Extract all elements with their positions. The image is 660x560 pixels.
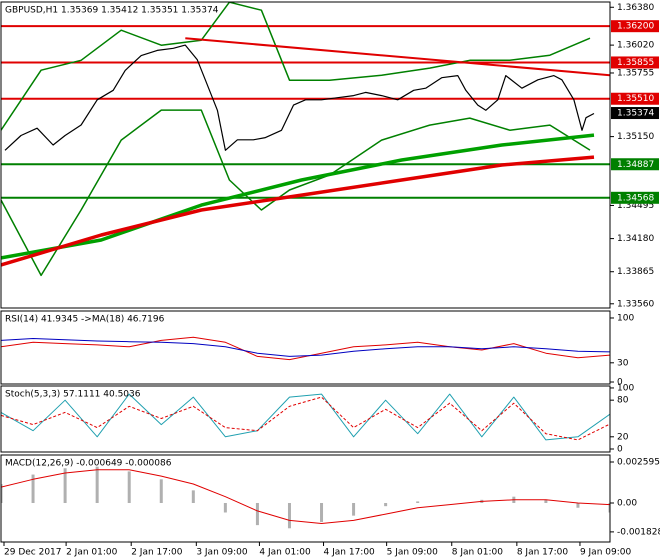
price-label: 1.35374: [617, 109, 654, 119]
plot-area: [1, 336, 610, 361]
x-tick-label: 2 Jan 17:00: [131, 548, 183, 558]
level-label-box: [611, 56, 659, 69]
series-line: [185, 37, 610, 77]
plot-area: [1, 393, 610, 441]
y-tick-label: 1.33865: [617, 267, 654, 277]
price-label-box: [611, 107, 659, 120]
histogram-bar: [191, 490, 195, 504]
plot-area: [1, 466, 610, 529]
y-tick-label: 80: [617, 396, 629, 406]
histogram-bar: [159, 479, 163, 504]
x-tick-label: 3 Jan 09:00: [196, 548, 248, 558]
panel-frame: [0, 310, 611, 385]
histogram-bar: [223, 503, 227, 513]
y-tick-label: 100: [617, 313, 634, 323]
x-tick-label: 4 Jan 17:00: [324, 548, 376, 558]
histogram-bar: [352, 503, 356, 516]
panel-frame: [0, 1, 611, 309]
panel-title: RSI(14) 41.9345 ->MA(18) 46.7196: [5, 315, 165, 325]
y-tick-label: 30: [617, 358, 629, 368]
level-label-box: [611, 20, 659, 33]
level-label: 1.34568: [617, 193, 654, 203]
series-line: [1, 338, 610, 357]
y-tick-label: 1.34495: [617, 201, 654, 211]
series-line: [1, 393, 610, 441]
x-tick-label: 8 Jan 17:00: [517, 548, 569, 558]
panel-title: GBPUSD,H1 1.35369 1.35412 1.35351 1.3537…: [5, 6, 219, 16]
histogram-bar: [63, 468, 67, 504]
y-tick-label: 1.33560: [617, 299, 654, 309]
histogram-bar: [95, 466, 99, 504]
histogram-bar: [608, 503, 610, 513]
x-tick-label: 4 Jan 01:00: [259, 548, 311, 558]
level-label: 1.34887: [617, 160, 654, 170]
histogram-bar: [255, 503, 259, 526]
histogram-bar: [576, 503, 580, 508]
histogram-bar: [1, 484, 3, 504]
y-tick-label: 100: [617, 383, 634, 393]
y-tick-label: 1.35755: [617, 68, 654, 78]
y-tick-label: 0.00: [617, 499, 637, 509]
x-tick-label: 2 Jan 01:00: [66, 548, 118, 558]
series-line: [1, 109, 591, 277]
y-tick-label: 0: [617, 378, 623, 388]
panel-title: MACD(12,26,9) -0.000649 -0.000086: [5, 459, 172, 469]
x-tick-label: 9 Jan 09:00: [580, 548, 632, 558]
panel-frame: [0, 385, 611, 453]
series-line: [1, 336, 610, 361]
level-label-box: [611, 191, 659, 204]
level-label: 1.35510: [617, 94, 654, 104]
y-tick-label: 1.35150: [617, 132, 654, 142]
histogram-bar: [384, 503, 388, 507]
histogram-bar: [416, 501, 420, 504]
panel-title: Stoch(5,3,3) 57.1111 40.5036: [5, 390, 141, 400]
histogram-bar: [544, 499, 548, 504]
level-label: 1.36200: [617, 22, 654, 32]
panel-frame: [0, 454, 611, 543]
histogram-bar: [127, 471, 131, 504]
x-tick-label: 29 Dec 2017: [4, 548, 62, 558]
series-line: [1, 396, 610, 441]
histogram-bar: [320, 503, 324, 522]
level-label-box: [611, 92, 659, 105]
histogram-bar: [287, 503, 291, 529]
y-tick-label: 20: [617, 432, 629, 442]
level-label: 1.35855: [617, 58, 654, 68]
y-tick-label: 1.36380: [617, 3, 654, 13]
level-label-box: [611, 158, 659, 171]
series-line: [1, 469, 610, 524]
y-tick-label: -0.001828: [617, 527, 660, 537]
plot-area: [1, 2, 610, 277]
y-tick-label: 0: [617, 445, 623, 455]
histogram-bar: [31, 474, 35, 504]
x-tick-label: 5 Jan 09:00: [387, 548, 439, 558]
y-tick-label: 1.36020: [617, 41, 654, 51]
y-tick-label: 1.34180: [617, 234, 654, 244]
series-line: [1, 133, 595, 260]
y-tick-label: 0.002595: [617, 457, 660, 467]
series-line: [4, 44, 595, 151]
series-line: [1, 155, 595, 267]
x-tick-label: 8 Jan 01:00: [452, 548, 504, 558]
